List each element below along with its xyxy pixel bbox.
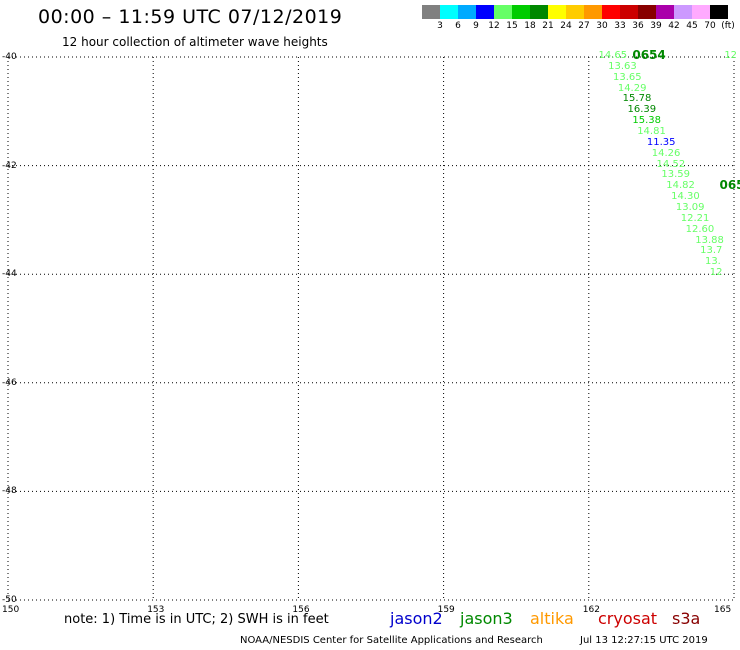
scale-swatch [458, 5, 476, 19]
wave-height-value: 12.60 [685, 223, 715, 235]
scale-label: 18 [524, 21, 536, 31]
wave-height-value: 14.29 [617, 82, 647, 94]
lat-label: -40 [2, 52, 17, 62]
scale-label: 3 [437, 21, 443, 31]
generated-timestamp: Jul 13 12:27:15 UTC 2019 [580, 635, 708, 646]
wave-height-value: 14.30 [671, 191, 700, 203]
mission-label: jason3 [460, 609, 513, 628]
wave-height-value: 14.52 [656, 158, 686, 170]
scale-label: 36 [632, 21, 644, 31]
map-subtitle: 12 hour collection of altimeter wave hei… [62, 35, 328, 49]
scale-swatch [620, 5, 638, 19]
wave-height-value: 13.88 [695, 234, 724, 246]
scale-label: 30 [596, 21, 608, 31]
lat-label: -42 [2, 160, 17, 171]
scale-swatch [476, 5, 494, 19]
track-time-label: 0654 [632, 48, 666, 62]
lat-label: -50 [2, 595, 17, 605]
lat-label: -48 [2, 486, 17, 497]
scale-label: 39 [650, 21, 662, 31]
scale-label: 12 [488, 21, 500, 31]
scale-label: 15 [506, 21, 518, 31]
scale-swatch [422, 5, 440, 19]
scale-label: 21 [542, 21, 554, 31]
wave-height-value: 14.26 [651, 147, 681, 159]
lon-label: 153 [147, 605, 165, 615]
wave-height-value: 15.78 [622, 93, 652, 105]
wave-height-value: 13.65 [613, 71, 642, 83]
scale-swatch [692, 5, 710, 19]
lon-label: 159 [437, 605, 455, 615]
scale-swatch [710, 5, 728, 19]
mission-label: cryosat [598, 609, 658, 628]
scale-swatch [674, 5, 692, 19]
credit-text: NOAA/NESDIS Center for Satellite Applica… [240, 635, 543, 646]
scale-swatch [566, 5, 584, 19]
wave-height-value: 14.81 [637, 126, 666, 138]
wave-height-value: 16.39 [627, 104, 657, 116]
scale-swatch [548, 5, 566, 19]
scale-unit-label: (ft) [721, 21, 735, 31]
scale-swatch [512, 5, 530, 19]
scale-label: 45 [686, 21, 698, 31]
wave-height-value: 11.35 [646, 136, 676, 148]
wave-height-value: 13. [704, 256, 721, 268]
wave-height-value: 13.7 [700, 245, 723, 257]
wave-height-value: 14.65 [598, 50, 628, 61]
scale-label: 6 [455, 21, 461, 31]
scale-swatch [656, 5, 674, 19]
scale-swatch [602, 5, 620, 19]
scale-label: 9 [473, 21, 479, 31]
mission-label: jason2 [390, 609, 443, 628]
wave-height-value: 13.63 [608, 60, 637, 72]
map-title: 00:00 – 11:59 UTC 07/12/2019 [38, 6, 343, 28]
scale-label: 42 [668, 21, 680, 31]
scale-swatch [584, 5, 602, 19]
lat-label: -44 [2, 269, 17, 280]
scale-swatch [638, 5, 656, 19]
footer-note: note: 1) Time is in UTC; 2) SWH is in fe… [64, 612, 329, 627]
wave-height-value: 12 [724, 50, 738, 61]
scale-label: 33 [614, 21, 626, 31]
lat-label: -46 [2, 377, 17, 388]
wave-height-value: 14.82 [666, 180, 695, 192]
scale-swatch [530, 5, 548, 19]
lon-label: 150 [2, 605, 20, 615]
lon-label: 162 [582, 605, 600, 615]
scale-swatch [494, 5, 512, 19]
scale-label: 27 [578, 21, 590, 31]
scale-label: 24 [560, 21, 572, 31]
lon-label: 156 [292, 605, 310, 615]
scale-swatch [440, 5, 458, 19]
wave-height-value: 13.59 [661, 169, 691, 181]
track-time-label: 065 [719, 178, 740, 193]
wave-height-value: 12 [709, 267, 723, 279]
mission-label: s3a [672, 609, 701, 628]
wave-height-value: 13.09 [675, 202, 705, 214]
wave-height-value: 12.21 [680, 212, 710, 224]
lon-label: 165 [714, 605, 732, 615]
mission-label: altika [530, 609, 574, 628]
wave-height-value: 15.38 [632, 115, 661, 127]
scale-label: 70 [704, 21, 716, 31]
